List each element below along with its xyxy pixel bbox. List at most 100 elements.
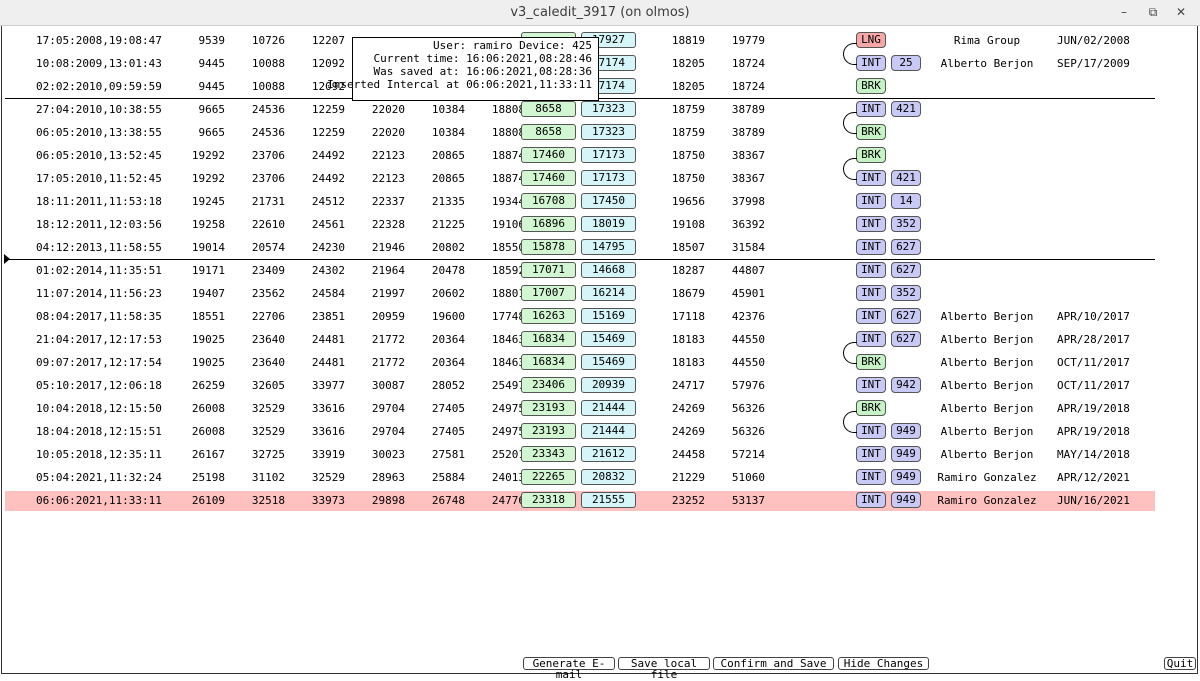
confirm-and-save-button[interactable]: Confirm and Save [713,657,834,670]
event-type-tag[interactable]: BRK [856,400,886,416]
event-type-tag[interactable]: INT [856,55,886,71]
table-row[interactable]: 21:04:2017,12:17:53 19025 23640 24481 21772 2… [5,330,1155,350]
table-row[interactable]: 06:06:2021,11:33:11 26109 32518 33973 29898 2… [5,491,1155,511]
generate-email-button[interactable]: Generate E-mail [523,657,615,680]
event-type-tag[interactable]: INT [856,285,886,301]
intercal-number-tag[interactable]: 421 [891,170,921,186]
value-cell: 22020 [371,103,405,116]
cyan-value-box[interactable]: 21612 [581,446,636,462]
hide-changes-button[interactable]: Hide Changes [838,657,929,670]
table-row[interactable]: 18:12:2011,12:03:56 19258 22610 24561 22328 2… [5,215,1155,235]
event-type-tag[interactable]: INT [856,101,886,117]
table-row[interactable]: 27:04:2010,10:38:55 9665 24536 12259 22020 10… [5,100,1155,120]
cyan-value-box[interactable]: 14668 [581,262,636,278]
intercal-number-tag[interactable]: 949 [891,469,921,485]
table-row[interactable]: 05:10:2017,12:06:18 26259 32605 33977 30087 2… [5,376,1155,396]
event-type-tag[interactable]: INT [856,216,886,232]
intercal-number-tag[interactable]: 14 [891,193,921,209]
event-type-tag[interactable]: INT [856,193,886,209]
intercal-number-tag[interactable]: 627 [891,239,921,255]
intercal-number-tag[interactable]: 352 [891,285,921,301]
cyan-value-box[interactable]: 15469 [581,331,636,347]
event-type-tag[interactable]: INT [856,423,886,439]
cyan-value-box[interactable]: 17323 [581,124,636,140]
cyan-value-box[interactable]: 20832 [581,469,636,485]
green-value-box[interactable]: 16834 [521,331,576,347]
green-value-box[interactable]: 8658 [521,101,576,117]
minimize-icon[interactable]: – [1121,5,1127,19]
green-value-box[interactable]: 23343 [521,446,576,462]
event-type-tag[interactable]: BRK [856,147,886,163]
cyan-value-box[interactable]: 21555 [581,492,636,508]
intercal-number-tag[interactable]: 942 [891,377,921,393]
cyan-value-box[interactable]: 20939 [581,377,636,393]
cyan-value-box[interactable]: 17173 [581,147,636,163]
quit-button[interactable]: Quit [1164,657,1196,670]
event-type-tag[interactable]: INT [856,377,886,393]
event-type-tag[interactable]: INT [856,262,886,278]
green-value-box[interactable]: 16263 [521,308,576,324]
green-value-box[interactable]: 16708 [521,193,576,209]
green-value-box[interactable]: 16834 [521,354,576,370]
green-value-box[interactable]: 22265 [521,469,576,485]
intercal-number-tag[interactable]: 949 [891,446,921,462]
intercal-number-tag[interactable]: 949 [891,492,921,508]
green-value-box[interactable]: 16896 [521,216,576,232]
green-value-box[interactable]: 15878 [521,239,576,255]
green-value-box[interactable]: 17071 [521,262,576,278]
cyan-value-box[interactable]: 18019 [581,216,636,232]
table-row[interactable]: 11:07:2014,11:56:23 19407 23562 24584 21997 2… [5,284,1155,304]
event-type-tag[interactable]: BRK [856,354,886,370]
cyan-value-box[interactable]: 15169 [581,308,636,324]
event-type-tag[interactable]: INT [856,331,886,347]
cyan-value-box[interactable]: 21444 [581,423,636,439]
green-value-box[interactable]: 23193 [521,400,576,416]
table-row[interactable]: 04:12:2013,11:58:55 19014 20574 24230 21946 2… [5,238,1155,258]
cyan-value-box[interactable]: 14795 [581,239,636,255]
table-row[interactable]: 09:07:2017,12:17:54 19025 23640 24481 21772 2… [5,353,1155,373]
event-type-tag[interactable]: INT [856,492,886,508]
table-row[interactable]: 10:04:2018,12:15:50 26008 32529 33616 29704 2… [5,399,1155,419]
green-value-box[interactable]: 23193 [521,423,576,439]
intercal-number-tag[interactable]: 949 [891,423,921,439]
table-row[interactable]: 18:11:2011,11:53:18 19245 21731 24512 22337 2… [5,192,1155,212]
event-type-tag[interactable]: INT [856,446,886,462]
value-cell: 10384 [431,103,465,116]
event-type-tag[interactable]: BRK [856,78,886,94]
cyan-value-box[interactable]: 17450 [581,193,636,209]
restore-icon[interactable]: ⧉ [1148,5,1158,19]
event-type-tag[interactable]: INT [856,239,886,255]
intercal-number-tag[interactable]: 627 [891,262,921,278]
event-type-tag[interactable]: LNG [856,32,886,48]
green-value-box[interactable]: 17460 [521,170,576,186]
intercal-number-tag[interactable]: 25 [891,55,921,71]
event-type-tag[interactable]: INT [856,170,886,186]
cyan-value-box[interactable]: 17173 [581,170,636,186]
table-row[interactable]: 10:05:2018,12:35:11 26167 32725 33919 30023 2… [5,445,1155,465]
event-type-tag[interactable]: INT [856,469,886,485]
event-type-tag[interactable]: BRK [856,124,886,140]
cyan-value-box[interactable]: 15469 [581,354,636,370]
table-row[interactable]: 06:05:2010,13:38:55 9665 24536 12259 22020 10… [5,123,1155,143]
green-value-box[interactable]: 17460 [521,147,576,163]
green-value-box[interactable]: 17007 [521,285,576,301]
intercal-number-tag[interactable]: 627 [891,331,921,347]
green-value-box[interactable]: 23318 [521,492,576,508]
cyan-value-box[interactable]: 21444 [581,400,636,416]
intercal-number-tag[interactable]: 352 [891,216,921,232]
table-row[interactable]: 01:02:2014,11:35:51 19171 23409 24302 21964 2… [5,261,1155,281]
table-row[interactable]: 08:04:2017,11:58:35 18551 22706 23851 20959 1… [5,307,1155,327]
table-row[interactable]: 05:04:2021,11:32:24 25198 31102 32529 28963 2… [5,468,1155,488]
event-type-tag[interactable]: INT [856,308,886,324]
table-row[interactable]: 18:04:2018,12:15:51 26008 32529 33616 29704 2… [5,422,1155,442]
green-value-box[interactable]: 23406 [521,377,576,393]
cyan-value-box[interactable]: 17323 [581,101,636,117]
close-icon[interactable]: ✕ [1175,5,1187,19]
save-local-file-button[interactable]: Save local file [618,657,710,680]
intercal-number-tag[interactable]: 421 [891,101,921,117]
table-row[interactable]: 06:05:2010,13:52:45 19292 23706 24492 22123 2… [5,146,1155,166]
cyan-value-box[interactable]: 16214 [581,285,636,301]
table-row[interactable]: 17:05:2010,11:52:45 19292 23706 24492 22123 2… [5,169,1155,189]
green-value-box[interactable]: 8658 [521,124,576,140]
intercal-number-tag[interactable]: 627 [891,308,921,324]
